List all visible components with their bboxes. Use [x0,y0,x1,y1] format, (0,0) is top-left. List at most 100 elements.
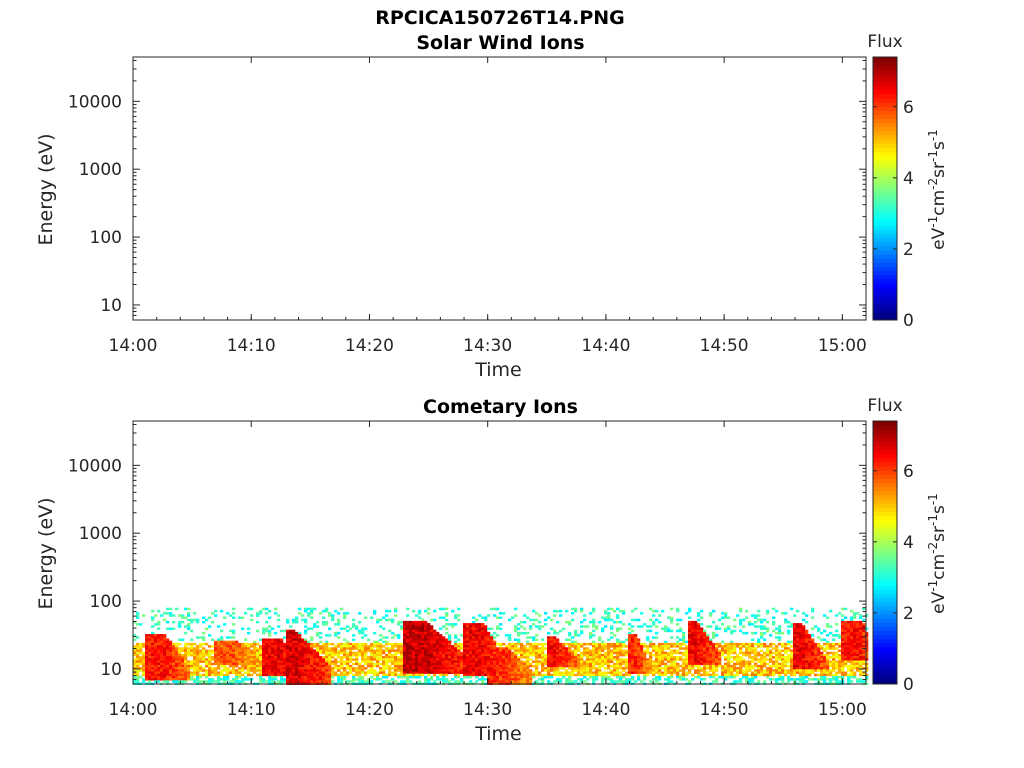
spectrogram-cell [418,645,422,648]
x-tick-label: 14:10 [227,336,276,356]
spectrogram-cell [709,625,713,628]
spectrogram-cell [208,651,212,655]
spectrogram-cell [763,669,767,672]
spectrogram-cell [280,656,284,659]
spectrogram-cell [673,664,677,668]
spectrogram-cell [721,675,725,679]
spectrogram-cell [592,645,596,648]
spectrogram-cell [772,607,776,611]
colorbar-segment [873,213,897,218]
spectrogram-cell [526,616,530,619]
spectrogram-cell [745,675,749,679]
spectrogram-cell [808,634,812,637]
spectrogram-cell [637,664,641,668]
spectrogram-cell [814,647,818,650]
spectrogram-cell [496,662,500,666]
spectrogram-cell [217,667,221,670]
spectrogram-cell [574,607,578,611]
spectrogram-cell [190,629,194,633]
spectrogram-cell [700,638,704,641]
spectrogram-cell [451,671,455,674]
spectrogram-cell [691,662,695,666]
spectrogram-cell [796,629,800,633]
spectrogram-cell [232,658,236,661]
spectrogram-cell [199,660,203,663]
spectrogram-cell [547,638,551,641]
spectrogram-cell [241,653,245,657]
spectrogram-cell [514,653,518,657]
spectrogram-cell [781,656,785,659]
spectrogram-cell [355,642,359,646]
spectrogram-cell [403,660,407,663]
spectrogram-cell [535,645,539,648]
spectrogram-cell [223,645,227,648]
spectrogram-cell [697,612,701,615]
spectrogram-cell [562,667,566,670]
spectrogram-cell [715,656,719,659]
spectrogram-cell [676,649,680,652]
spectrogram-cell [460,669,464,672]
spectrogram-cell [631,675,635,679]
spectrogram-cell [301,675,305,679]
spectrogram-cell [445,680,449,683]
colorbar-segment [873,65,897,70]
spectrogram-cell [235,649,239,652]
spectrogram-cell [439,658,443,661]
spectrogram-cell [265,671,269,674]
spectrogram-cell [400,669,404,672]
spectrogram-cell [724,671,728,674]
spectrogram-cell [526,640,530,644]
spectrogram-cell [295,673,299,677]
spectrogram-cell [361,629,365,633]
spectrogram-cell [478,614,482,617]
spectrogram-cell [655,649,659,652]
spectrogram-cell [727,656,731,659]
spectrogram-cell [478,638,482,641]
spectrogram-cell [289,669,293,672]
spectrogram-cell [214,651,218,655]
spectrogram-cell [436,656,440,659]
spectrogram-cell [337,673,341,677]
spectrogram-cell [592,618,596,622]
spectrogram-cell [475,636,479,639]
spectrogram-cell [337,653,341,657]
spectrogram-cell [700,647,704,650]
spectrogram-cell [403,631,407,635]
spectrogram-cell [283,664,287,668]
spectrogram-cell [652,636,656,639]
spectrogram-cell [469,653,473,657]
spectrogram-cell [631,642,635,646]
spectrogram-cell [406,638,410,641]
spectrogram-cell [286,664,290,668]
spectrogram-cell [511,656,515,659]
spectrogram-cell [577,662,581,666]
spectrogram-cell [295,631,299,635]
spectrogram-cell [589,673,593,677]
spectrogram-cell [337,651,341,655]
spectrogram-cell [463,671,467,674]
spectrogram-cell [811,634,815,637]
spectrogram-cell [160,645,164,648]
spectrogram-cell [487,649,491,652]
spectrogram-cell [385,667,389,670]
spectrogram-cell [136,675,140,679]
spectrogram-cell [190,664,194,668]
spectrogram-cell [289,656,293,659]
spectrogram-cell [769,645,773,648]
spectrogram-cell [376,618,380,622]
spectrogram-cell [412,667,416,670]
spectrogram-cell [562,651,566,655]
spectrogram-cell [295,662,299,666]
spectrogram-cell [796,651,800,655]
spectrogram-cell [601,616,605,619]
spectrogram-cell [463,660,467,663]
spectrogram-cell [145,658,149,661]
spectrogram-cell [451,649,455,652]
spectrogram-cell [610,656,614,659]
spectrogram-cell [790,623,794,626]
spectrogram-cell [325,669,329,672]
spectrogram-cell [649,640,653,644]
spectrogram-cell [163,664,167,668]
spectrogram-cell [424,658,428,661]
spectrogram-cell [709,640,713,644]
